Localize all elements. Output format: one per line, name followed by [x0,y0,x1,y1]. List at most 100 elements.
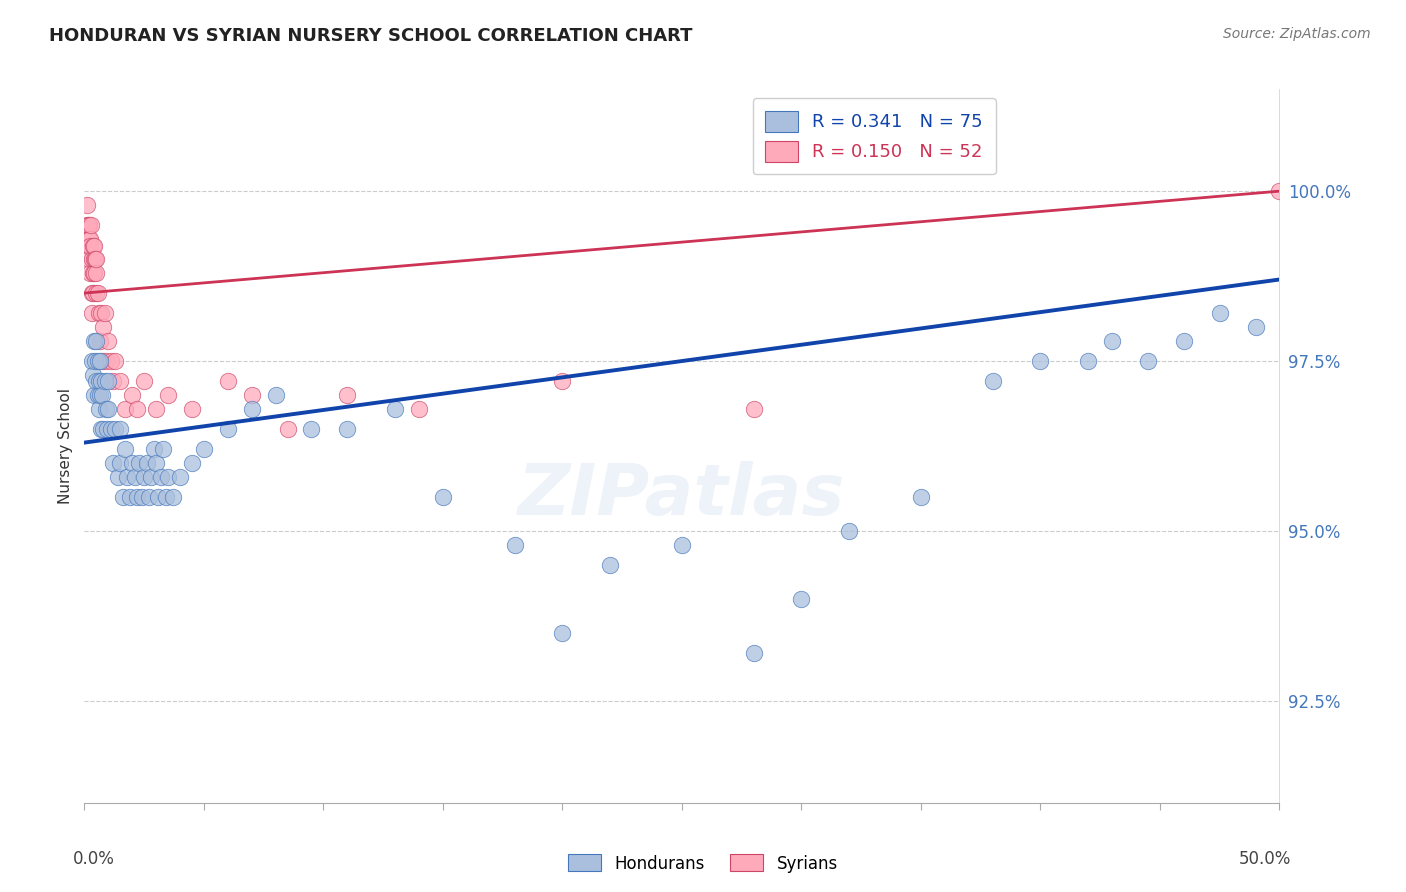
Point [1173,334,1195,348]
Point [96,422,118,436]
Point [1268,184,1291,198]
Point [125,401,148,416]
Point [117,469,139,483]
Point [90,306,112,320]
Point [101,456,124,470]
Point [742,401,765,416]
Point [148,490,170,504]
Point [181,401,204,416]
Point [77,218,100,232]
Point [83,334,105,348]
Point [217,422,239,436]
Point [790,591,813,606]
Point [1137,354,1160,368]
Point [110,422,132,436]
Point [80,286,103,301]
Point [83,388,105,402]
Point [114,401,136,416]
Point [93,306,115,320]
Point [114,442,136,457]
Point [82,368,104,382]
Point [132,469,156,483]
Point [1244,320,1267,334]
Text: ZIPatlas: ZIPatlas [519,461,845,531]
Point [145,401,167,416]
Point [240,401,263,416]
Point [264,388,287,402]
Point [84,252,107,266]
Point [111,490,134,504]
Point [432,490,454,504]
Point [89,334,111,348]
Point [157,388,180,402]
Point [142,442,165,457]
Point [82,238,104,252]
Point [84,286,107,301]
Point [79,232,101,246]
Point [87,401,110,416]
Point [80,218,103,232]
Point [86,252,108,266]
Point [141,469,163,483]
Point [671,537,693,551]
Point [551,626,574,640]
Point [91,354,114,368]
Text: 50.0%: 50.0% [1239,850,1292,869]
Point [79,238,101,252]
Point [336,422,359,436]
Point [104,422,127,436]
Point [240,388,263,402]
Point [91,388,114,402]
Point [125,490,148,504]
Point [97,375,120,389]
Point [138,490,160,504]
Point [82,266,104,280]
Point [77,238,100,252]
Point [217,375,239,389]
Point [80,252,103,266]
Point [77,218,100,232]
Point [152,442,174,457]
Point [104,354,127,368]
Point [97,334,120,348]
Point [89,354,111,368]
Point [131,490,153,504]
Y-axis label: Nursery School: Nursery School [58,388,73,504]
Point [84,354,107,368]
Point [86,375,108,389]
Point [277,422,299,436]
Point [76,218,98,232]
Point [94,401,117,416]
Point [86,334,108,348]
Point [124,469,146,483]
Point [110,456,132,470]
Point [503,537,526,551]
Point [82,286,104,301]
Text: Source: ZipAtlas.com: Source: ZipAtlas.com [1223,27,1371,41]
Point [157,469,180,483]
Point [97,401,120,416]
Point [107,469,129,483]
Point [121,388,143,402]
Point [93,422,115,436]
Point [83,252,105,266]
Point [86,266,108,280]
Point [838,524,860,538]
Point [408,401,430,416]
Point [1029,354,1052,368]
Point [80,306,103,320]
Point [79,266,101,280]
Point [86,354,108,368]
Text: HONDURAN VS SYRIAN NURSERY SCHOOL CORRELATION CHART: HONDURAN VS SYRIAN NURSERY SCHOOL CORREL… [49,27,693,45]
Point [100,354,122,368]
Point [77,232,100,246]
Point [301,422,323,436]
Point [193,442,215,457]
Legend: R = 0.341   N = 75, R = 0.150   N = 52: R = 0.341 N = 75, R = 0.150 N = 52 [752,98,995,174]
Point [551,375,574,389]
Point [384,401,406,416]
Point [83,266,105,280]
Point [149,469,172,483]
Point [599,558,621,572]
Point [83,238,105,252]
